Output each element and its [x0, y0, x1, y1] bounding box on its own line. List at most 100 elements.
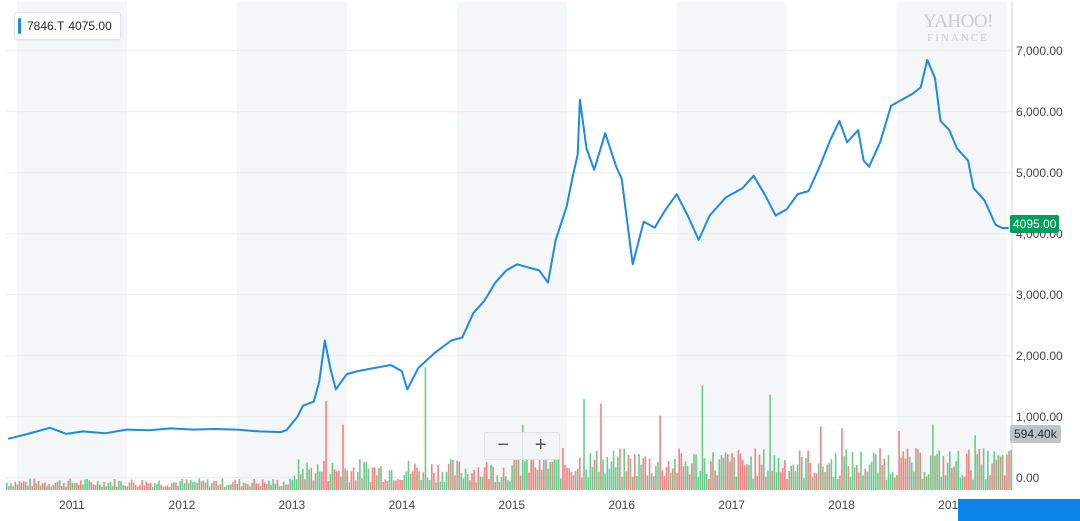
volume-bar [955, 461, 957, 490]
volume-bar [781, 467, 784, 490]
volume-bar [676, 472, 678, 490]
volume-bar [961, 474, 964, 490]
volume-bar [403, 474, 406, 490]
volume-bar [775, 472, 778, 490]
volume-bar [568, 468, 571, 490]
volume-bar [515, 451, 518, 490]
volume-bar [405, 471, 408, 490]
volume-bar [980, 464, 983, 490]
volume-bar [289, 478, 291, 490]
volume-bar [118, 480, 120, 490]
volume-bar [181, 478, 184, 490]
volume-bar [968, 449, 970, 490]
volume-bar [948, 451, 951, 490]
volume-bar [805, 458, 807, 490]
series-color-swatch [18, 18, 21, 34]
volume-bar [219, 484, 222, 490]
volume-bar [951, 468, 953, 490]
series-legend[interactable]: 7846.T 4075.00 [14, 12, 121, 40]
volume-bar [604, 473, 606, 490]
volume-bar [189, 480, 192, 490]
volume-bar [646, 475, 649, 490]
volume-bar [348, 482, 351, 490]
volume-bar [96, 480, 99, 490]
volume-bar [874, 454, 877, 490]
volume-bar [864, 468, 867, 490]
volume-bar [896, 474, 898, 490]
volume-bar [925, 476, 928, 490]
volume-bar [900, 457, 902, 490]
volume-bar [682, 466, 685, 490]
volume-bar [726, 454, 729, 490]
volume-bar [335, 471, 338, 490]
volume-bar [139, 485, 141, 490]
volume-bar [278, 486, 281, 490]
y-tick-label: 0.00 [1016, 471, 1040, 485]
year-band [456, 2, 567, 490]
volume-bar [855, 465, 858, 490]
zoom-out-button[interactable]: − [497, 434, 510, 456]
volume-bar [657, 462, 659, 490]
volume-bar [655, 466, 657, 490]
volume-bar [773, 455, 776, 490]
volume-bar [154, 483, 156, 490]
volume-bar [160, 484, 162, 490]
volume-bar [452, 460, 454, 490]
volume-bar [126, 486, 129, 490]
volume-bar [130, 479, 133, 490]
volume-bar [428, 479, 431, 490]
volume-bar [625, 471, 628, 490]
volume-bar [970, 470, 972, 490]
volume-bar [392, 480, 395, 490]
volume-bar [750, 456, 752, 490]
volume-bar [247, 484, 249, 490]
volume-bar [145, 481, 148, 490]
volume-bar [638, 453, 640, 490]
volume-bar [312, 480, 315, 490]
volume-bar [784, 459, 786, 490]
volume-bar [361, 478, 363, 490]
year-band [236, 2, 347, 490]
volume-bar [122, 485, 124, 490]
volume-bar [187, 482, 190, 490]
volume-bar [693, 454, 695, 490]
volume-bar [576, 468, 579, 490]
zoom-in-button[interactable]: + [534, 434, 547, 456]
volume-bar [285, 484, 287, 490]
volume-bar [665, 467, 668, 490]
volume-bar [39, 485, 42, 490]
x-tick-label: 2011 [59, 498, 85, 512]
volume-bar [883, 458, 886, 490]
volume-bar [496, 475, 499, 490]
volume-bar [566, 467, 568, 490]
volume-bar [902, 451, 905, 490]
volume-bar [608, 468, 611, 490]
volume-bar [435, 482, 437, 490]
volume-bar [817, 463, 820, 490]
range-scrollbar[interactable] [958, 499, 1080, 521]
y-tick-label: 2,000.00 [1016, 349, 1063, 363]
volume-bar [266, 484, 268, 490]
volume-bar [202, 480, 205, 490]
volume-bar [490, 464, 492, 490]
volume-bar [147, 483, 150, 490]
volume-bar [124, 485, 127, 490]
volume-bar [695, 454, 697, 490]
volume-bar [735, 476, 738, 490]
volume-bar [371, 467, 374, 490]
volume-bar [972, 479, 974, 490]
volume-bar [137, 486, 139, 490]
volume-bar [331, 462, 334, 490]
volume-bar [88, 480, 91, 490]
volume-bar [538, 449, 541, 490]
volume-bar [263, 482, 266, 490]
volume-bar [306, 462, 308, 490]
volume-bar [574, 470, 577, 490]
volume-bar [595, 450, 598, 490]
volume-bar [602, 459, 604, 490]
volume-bar [12, 486, 14, 490]
volume-bar [894, 477, 896, 490]
volume-bar [957, 450, 960, 490]
